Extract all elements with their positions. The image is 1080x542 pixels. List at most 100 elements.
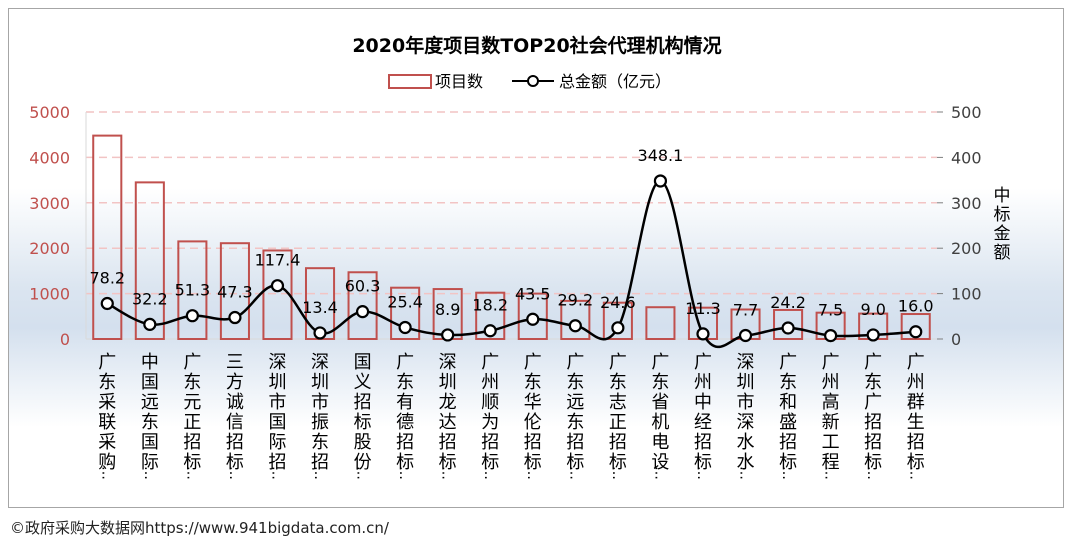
x-tick-label-char: 市 xyxy=(311,392,329,413)
x-tick-label-char: 东 xyxy=(141,412,159,433)
line-point xyxy=(781,321,795,335)
line-data-label: 7.7 xyxy=(733,301,758,320)
x-tick-label-char: … xyxy=(566,466,582,480)
x-tick-label-char: 州 xyxy=(822,372,840,393)
x-tick-label-char: 招 xyxy=(864,412,882,433)
x-tick-label-char: 广 xyxy=(694,352,712,373)
x-tick-label-char: 份 xyxy=(354,452,372,473)
left-axis-tick-label: 0 xyxy=(60,330,70,349)
line-data-label: 29.2 xyxy=(558,291,594,310)
x-tick-label-char: 华 xyxy=(524,392,542,413)
x-tick-label-char: 东 xyxy=(651,372,669,393)
line-point xyxy=(696,327,710,341)
right-axis-tick-label: 300 xyxy=(951,194,982,213)
x-tick-label-char: 州 xyxy=(481,372,499,393)
x-tick-label-char: 机 xyxy=(651,412,669,433)
x-tick-label-char: 程 xyxy=(822,452,840,473)
right-axis-title-char: 中 xyxy=(994,186,1011,206)
bar xyxy=(900,313,931,340)
x-tick-label-char: … xyxy=(737,466,753,480)
x-tick-label-char: 深 xyxy=(737,412,755,433)
x-tick-label-char: 国 xyxy=(268,412,286,433)
x-tick-label-char: … xyxy=(226,466,242,480)
x-tick-label-char: … xyxy=(141,466,157,480)
line-data-label: 51.3 xyxy=(175,281,211,300)
x-tick-label-char: 三 xyxy=(226,352,244,373)
x-tick-label-char: 中 xyxy=(141,352,159,373)
x-tick-label-char: 标 xyxy=(864,452,882,473)
chart-frame: 2020年度项目数TOP20社会代理机构情况 项目数 总金额（亿元） 0 1000 200… xyxy=(8,8,1064,508)
line-point xyxy=(483,324,497,338)
x-tick-label-char: 国 xyxy=(141,432,159,453)
line-data-label: 18.2 xyxy=(472,296,508,315)
line-data-label: 24.2 xyxy=(770,293,806,312)
x-tick-label-char: 设 xyxy=(651,452,669,473)
line-point xyxy=(228,310,242,325)
bar xyxy=(773,308,804,340)
x-tick-label-char: 招 xyxy=(311,452,329,473)
x-tick-label-char: 采 xyxy=(98,432,116,453)
line-point xyxy=(909,325,923,339)
line-data-label: 16.0 xyxy=(898,297,934,316)
x-tick-label-char: 义 xyxy=(354,372,372,393)
x-tick-label-char: 标 xyxy=(779,452,797,473)
x-tick-label-char: … xyxy=(779,466,795,480)
x-tick-label-char: 际 xyxy=(141,452,159,473)
x-tick-label-char: 振 xyxy=(311,412,329,433)
x-tick-label-char: 广 xyxy=(98,352,116,373)
x-tick-label-char: 为 xyxy=(481,412,499,433)
x-tick-label-char: … xyxy=(98,466,114,480)
line-point xyxy=(824,328,838,343)
x-tick-label-char: 水 xyxy=(737,432,755,453)
x-tick-label-char: 广 xyxy=(566,352,584,373)
x-tick-label-char: … xyxy=(268,466,284,480)
line-point xyxy=(526,312,540,326)
x-tick-label-char: 标 xyxy=(907,452,925,473)
right-axis-title-char: 标 xyxy=(994,205,1011,225)
line-data-label: 13.4 xyxy=(302,298,338,317)
legend-line-label: 总金额（亿元） xyxy=(559,72,671,91)
x-tick-label-char: 信 xyxy=(226,412,244,433)
x-tick-label-char: 元 xyxy=(183,392,201,413)
x-tick-label-char: 标 xyxy=(396,452,414,473)
x-tick-label-char: 圳 xyxy=(268,372,286,393)
x-tick-label-char: 诚 xyxy=(226,392,244,413)
legend-line-marker xyxy=(527,75,539,87)
x-tick-label-char: 标 xyxy=(694,452,712,473)
x-tick-label-char: 圳 xyxy=(737,372,755,393)
footer-watermark: ©政府采购大数据网https://www.941bigdata.com.cn/ xyxy=(10,519,389,537)
x-tick-label-char: 深 xyxy=(268,352,286,373)
x-tick-label-char: 际 xyxy=(268,432,286,453)
x-tick-label-char: 达 xyxy=(439,412,457,433)
line-data-label: 25.4 xyxy=(387,292,423,311)
x-tick-label-char: 正 xyxy=(183,412,201,433)
left-axis-tick-label: 5000 xyxy=(29,103,70,122)
x-tick-label-char: … xyxy=(822,466,838,480)
right-axis-tick-label: 500 xyxy=(951,103,982,122)
bar xyxy=(262,249,293,340)
x-tick-label-char: 标 xyxy=(609,452,627,473)
bar xyxy=(602,301,633,340)
x-tick-label-char: 市 xyxy=(737,392,755,413)
x-tick-label-char: 顺 xyxy=(481,392,499,413)
x-tick-label-char: 德 xyxy=(396,412,414,433)
x-tick-label-char: 招 xyxy=(226,432,244,453)
x-tick-label-char: 和 xyxy=(779,392,797,413)
x-tick-label-char: 招 xyxy=(354,392,372,413)
x-tick-label-char: 市 xyxy=(268,392,286,413)
line-series xyxy=(106,179,916,349)
x-tick-label-char: 中 xyxy=(694,392,712,413)
x-tick-label-char: 广 xyxy=(183,352,201,373)
line-point xyxy=(185,309,199,323)
x-tick-label-char: 联 xyxy=(98,412,116,433)
x-tick-label-char: 招 xyxy=(183,432,201,453)
line-data-label: 8.9 xyxy=(435,300,460,319)
x-tick-label-char: 经 xyxy=(694,412,712,433)
x-tick-label-char: 广 xyxy=(651,352,669,373)
x-tick-label-char: 国 xyxy=(141,372,159,393)
x-tick-label-char: 标 xyxy=(439,452,457,473)
legend-bar-swatch xyxy=(388,74,432,89)
right-axis-tick-label: 100 xyxy=(951,285,982,304)
left-axis-tick-label: 3000 xyxy=(29,194,70,213)
